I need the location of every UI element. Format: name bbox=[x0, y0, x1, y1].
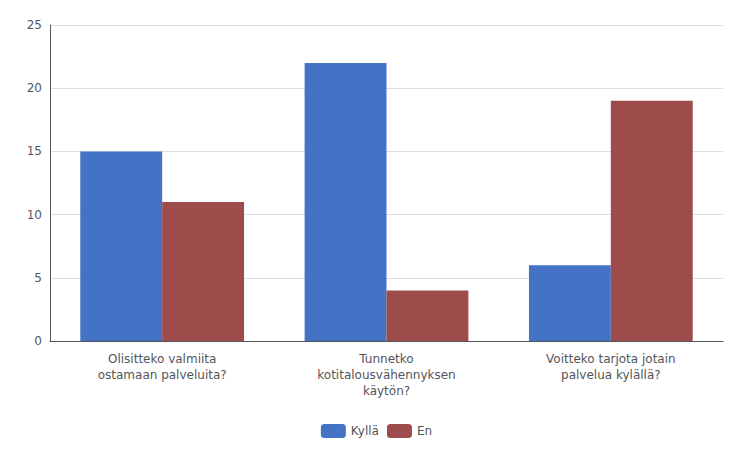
svg-text:15: 15 bbox=[27, 144, 42, 158]
svg-text:Voitteko tarjota jotain: Voitteko tarjota jotain bbox=[546, 352, 676, 366]
svg-text:ostamaan palveluita?: ostamaan palveluita? bbox=[98, 368, 227, 382]
svg-text:25: 25 bbox=[27, 18, 42, 32]
svg-text:0: 0 bbox=[34, 334, 42, 348]
svg-text:kotitalousvähennyksen: kotitalousvähennyksen bbox=[317, 368, 455, 382]
svg-text:20: 20 bbox=[27, 81, 42, 95]
svg-text:Tunnetko: Tunnetko bbox=[358, 352, 413, 366]
svg-text:Olisitteko valmiita: Olisitteko valmiita bbox=[108, 352, 216, 366]
svg-text:palvelua kylällä?: palvelua kylällä? bbox=[561, 368, 661, 382]
svg-text:10: 10 bbox=[27, 208, 42, 222]
svg-text:5: 5 bbox=[34, 271, 42, 285]
svg-text:käytön?: käytön? bbox=[363, 384, 410, 398]
svg-text:Kyllä: Kyllä bbox=[351, 424, 379, 438]
svg-text:En: En bbox=[417, 424, 432, 438]
